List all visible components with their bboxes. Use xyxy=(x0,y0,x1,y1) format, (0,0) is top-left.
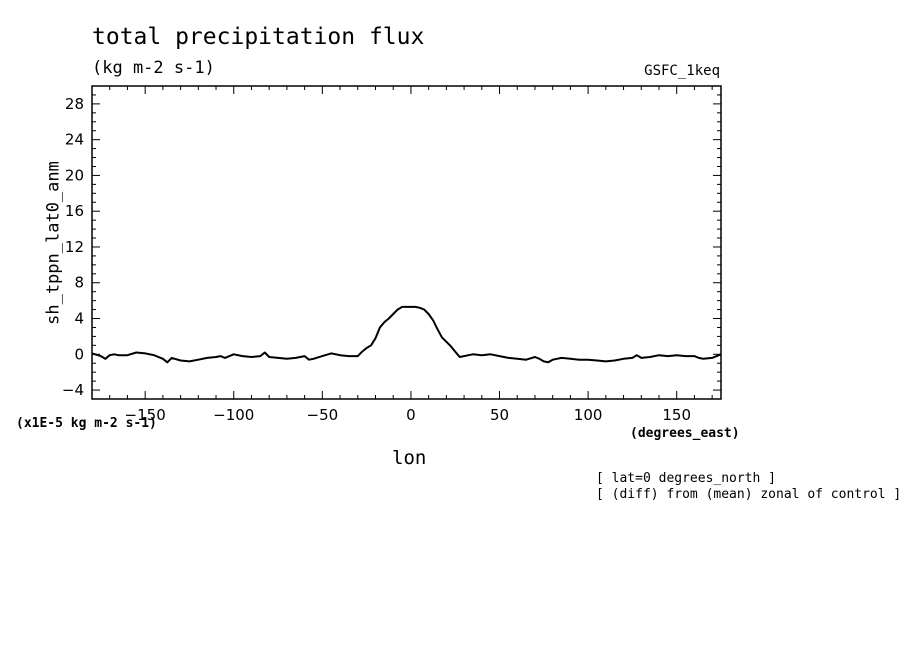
x-tick-label: −150 xyxy=(125,406,166,424)
x-tick-label: −100 xyxy=(213,406,254,424)
tick-labels: −150 −100 −50 0 50 100 150 −4 0 4 8 12 16 20 24 28 xyxy=(62,95,691,424)
plot-frame xyxy=(91,85,722,400)
x-axis-units: (degrees_east) xyxy=(630,426,740,441)
x-tick-label: 100 xyxy=(574,406,603,424)
y-scale-note: (x1E-5 kg m-2 s-1) xyxy=(16,416,157,431)
x-tick-label: 50 xyxy=(490,406,509,424)
x-tick-label: 0 xyxy=(406,406,416,424)
y-tick-label: 4 xyxy=(74,310,84,328)
y-tick-label: 20 xyxy=(65,166,84,184)
y-tick-label: 24 xyxy=(65,131,84,149)
series-line xyxy=(91,305,722,364)
y-tick-label: −4 xyxy=(62,381,84,399)
y-tick-label: 8 xyxy=(74,274,84,292)
annotation-diff: [ (diff) from (mean) zonal of control ] xyxy=(596,487,902,502)
x-tick-label: −50 xyxy=(307,406,339,424)
annotation-latitude: [ lat=0 degrees_north ] xyxy=(596,471,777,486)
x-axis-label: lon xyxy=(392,447,427,469)
chart-title: total precipitation flux xyxy=(92,24,425,50)
y-tick-label: 28 xyxy=(65,95,84,113)
model-name: GSFC_1keq xyxy=(644,63,720,79)
y-tick-label: 0 xyxy=(74,345,84,363)
y-tick-label: 16 xyxy=(65,202,84,220)
x-tick-label: 150 xyxy=(662,406,691,424)
chart-units: (kg m-2 s-1) xyxy=(92,58,215,78)
axis-ticks xyxy=(92,85,721,400)
y-tick-label: 12 xyxy=(65,238,84,256)
